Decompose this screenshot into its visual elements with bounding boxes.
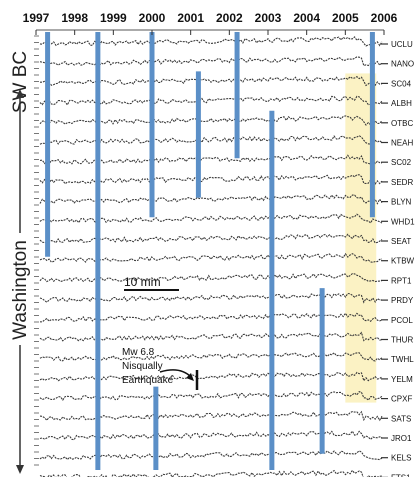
station-label-pcol: PCOL xyxy=(391,316,413,325)
station-trace-sc02 xyxy=(39,154,383,165)
year-label-2000: 2000 xyxy=(139,11,166,25)
year-label-2005: 2005 xyxy=(332,11,359,25)
station-label-rpt1: RPT1 xyxy=(391,276,412,285)
station-label-blyn: BLYN xyxy=(391,198,412,207)
station-trace-twhl xyxy=(39,352,383,362)
station-trace-rpt1 xyxy=(39,273,383,283)
station-trace-sats xyxy=(39,410,383,422)
station-trace-pcol xyxy=(39,312,383,323)
tick-layer xyxy=(34,29,388,477)
station-label-sc04: SC04 xyxy=(391,79,412,88)
station-label-cpxf: CPXF xyxy=(391,395,412,404)
station-label-ktbw: KTBW xyxy=(391,257,415,266)
scale-bar: 10 mm xyxy=(124,275,179,291)
side-label-top: SW BC xyxy=(10,51,31,113)
station-label-jro1: JRO1 xyxy=(391,434,412,443)
annotation-line-1: Mw 6.8 xyxy=(122,347,155,358)
side-arrow-up-head xyxy=(16,89,24,98)
station-label-fts1: FTS1 xyxy=(391,473,411,477)
station-trace-yelm xyxy=(39,371,383,382)
trace-layer xyxy=(39,36,383,477)
year-label-1998: 1998 xyxy=(61,11,88,25)
station-label-sats: SATS xyxy=(391,414,411,423)
station-trace-neah xyxy=(39,135,383,145)
station-trace-cpxf xyxy=(39,391,383,402)
year-label-2004: 2004 xyxy=(293,11,320,25)
station-label-sc02: SC02 xyxy=(391,158,412,167)
station-label-layer: UCLU NANO SC04 ALBH OTBC NEAH SC02 SEDR BLYN WHD1… xyxy=(391,40,415,477)
station-label-thur: THUR xyxy=(391,336,413,345)
station-label-seat: SEAT xyxy=(391,237,411,246)
station-trace-otbc xyxy=(39,115,383,126)
station-trace-sc04 xyxy=(40,76,383,87)
station-trace-blyn xyxy=(39,194,383,205)
station-label-prdy: PRDY xyxy=(391,296,414,305)
station-label-twhl: TWHL xyxy=(391,355,414,364)
station-trace-whd1 xyxy=(39,213,383,224)
earthquake-annotation: Mw 6.8 Nisqually Earthquake xyxy=(122,347,199,390)
station-label-albh: ALBH xyxy=(391,99,412,108)
annotation-arrow-head xyxy=(186,373,194,381)
station-trace-ktbw xyxy=(39,252,383,263)
side-label-sw-bc: SW BC xyxy=(10,51,31,113)
year-label-layer: 1997 1998 1999 2000 2001 2002 2003 2004 2005 2006 xyxy=(23,11,398,25)
station-label-whd1: WHD1 xyxy=(391,217,415,226)
year-label-2001: 2001 xyxy=(177,11,204,25)
annotation-line-2: Nisqually xyxy=(122,361,163,372)
year-label-1997: 1997 xyxy=(23,11,50,25)
scale-bar-label: 10 mm xyxy=(124,275,161,289)
station-trace-jro1 xyxy=(39,430,383,441)
station-trace-kels xyxy=(39,450,383,461)
station-label-otbc: OTBC xyxy=(391,119,413,128)
year-label-2006: 2006 xyxy=(371,11,398,25)
station-label-yelm: YELM xyxy=(391,375,413,384)
side-label-washington: Washington xyxy=(10,89,31,474)
station-label-uclu: UCLU xyxy=(391,40,413,49)
slow-slip-bar-layer xyxy=(45,32,375,470)
side-arrow-down-head xyxy=(16,465,24,474)
station-trace-seat xyxy=(39,233,383,244)
station-trace-thur xyxy=(39,331,382,342)
station-label-kels: KELS xyxy=(391,454,411,463)
station-trace-prdy xyxy=(39,292,382,304)
year-label-2002: 2002 xyxy=(216,11,243,25)
station-trace-nano xyxy=(39,56,383,67)
year-label-2003: 2003 xyxy=(255,11,282,25)
station-trace-fts1 xyxy=(39,469,383,477)
station-label-neah: NEAH xyxy=(391,139,413,148)
annotation-line-3: Earthquake xyxy=(122,375,174,386)
side-label-bottom: Washington xyxy=(10,240,31,340)
station-trace-albh xyxy=(39,95,383,106)
station-label-nano: NANO xyxy=(391,60,414,69)
station-trace-uclu xyxy=(39,36,383,47)
station-trace-sedr xyxy=(39,174,383,185)
year-label-1999: 1999 xyxy=(100,11,127,25)
station-label-sedr: SEDR xyxy=(391,178,413,187)
